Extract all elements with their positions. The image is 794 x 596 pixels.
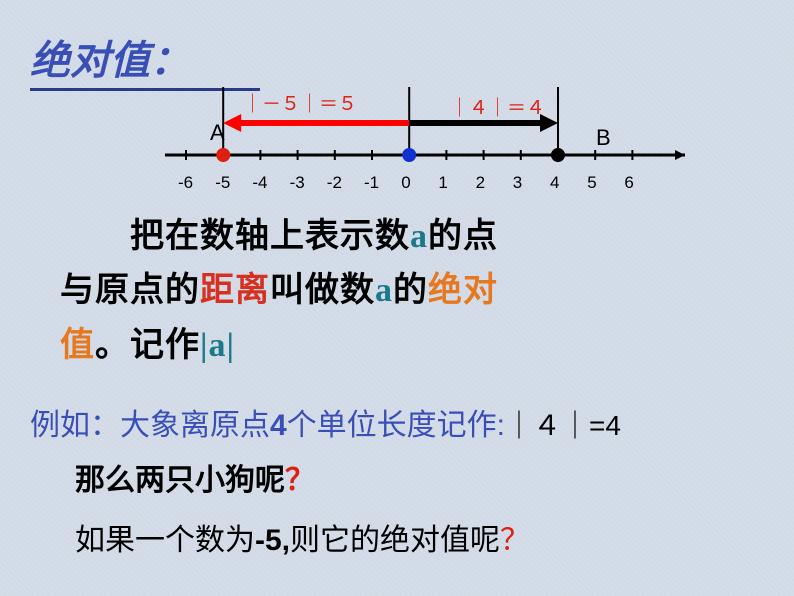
question-2: 如果一个数为-5,则它的绝对值呢？ [75, 515, 530, 559]
def-part: 记作 [130, 327, 200, 364]
def-formula: |a| [200, 327, 235, 364]
question-mark: ？ [500, 524, 530, 557]
tick-label: 4 [550, 173, 559, 193]
tick-label: -5 [215, 173, 230, 193]
def-part: 与原点的 [60, 272, 200, 309]
tick-label: 6 [624, 173, 633, 193]
example-text: 例如：大象离原点4个单位长度记作:｜４｜=4 [30, 400, 621, 444]
ex-num: 4 [270, 409, 287, 442]
equation-label: ｜４｜＝４ [450, 93, 545, 120]
tick-label: 0 [401, 173, 410, 193]
equation-label: ｜－５｜＝５ [243, 89, 357, 116]
tick-label: -3 [290, 173, 305, 193]
q2-post: 则它的绝对值呢 [290, 524, 500, 557]
tick-label: 2 [476, 173, 485, 193]
tick-label: -2 [327, 173, 342, 193]
tick-label: -4 [252, 173, 267, 193]
ex-part: 例如：大象离原点 [30, 409, 270, 442]
number-line-diagram: -6-5-4-3-2-10123456AB｜－５｜＝５｜４｜＝４ [140, 85, 690, 185]
definition-text: 把在数轴上表示数a的点 与原点的距离叫做数a的绝对 值。记作|a| [60, 210, 740, 373]
title: 绝对值： [30, 28, 260, 91]
question-mark: ？ [285, 464, 315, 497]
tick-label: -6 [178, 173, 193, 193]
def-part: 。 [95, 327, 130, 364]
ex-part: 个单位长度记作: [287, 409, 505, 442]
def-distance: 距离 [200, 272, 270, 309]
ex-abs: ｜４｜=4 [505, 410, 621, 441]
q1-text: 那么两只小狗呢 [75, 464, 285, 497]
def-part: 的点 [428, 218, 498, 255]
def-a: a [375, 272, 393, 309]
def-part: 把在数轴上表示数 [60, 218, 410, 255]
tick-label: -1 [364, 173, 379, 193]
def-a: a [410, 218, 428, 255]
def-part: 的 [393, 272, 428, 309]
point-label-A: A [210, 120, 225, 146]
tick-label: 1 [438, 173, 447, 193]
def-part: 叫做数 [270, 272, 375, 309]
tick-label: 3 [513, 173, 522, 193]
def-abs: 绝对 [428, 272, 498, 309]
q2-neg5: -5, [255, 524, 290, 557]
q2-pre: 如果一个数为 [75, 524, 255, 557]
def-abs: 值 [60, 327, 95, 364]
tick-label: 5 [587, 173, 596, 193]
point-label-B: B [596, 125, 611, 151]
question-1: 那么两只小狗呢？ [75, 455, 315, 499]
